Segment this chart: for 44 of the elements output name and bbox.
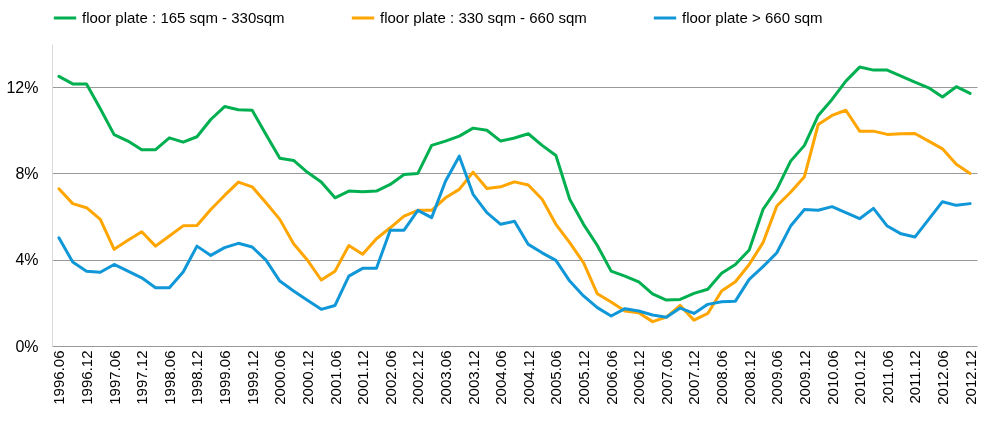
x-tick-label: 2012.12	[961, 350, 979, 405]
x-tick-label: 1998.12	[188, 350, 206, 405]
x-tick-label: 2000.06	[271, 350, 289, 405]
x-tick-label: 1998.06	[160, 350, 178, 405]
x-tick-label: 2002.06	[381, 350, 399, 405]
x-tick-label: 2009.06	[768, 350, 786, 405]
line-series	[57, 65, 972, 302]
x-tick-label: 2001.12	[354, 350, 372, 405]
x-tick-label: 2006.12	[630, 350, 648, 405]
x-tick-label: 2004.06	[492, 350, 510, 405]
x-tick-label: 2009.12	[795, 350, 813, 405]
y-tick-label: 12%	[6, 78, 39, 96]
x-tick-label: 2003.06	[436, 350, 454, 405]
x-tick-label: 2010.12	[851, 350, 869, 405]
x-tick-label: 2005.06	[547, 350, 565, 405]
x-tick-label: 2000.12	[298, 350, 316, 405]
x-tick-label: 2002.12	[409, 350, 427, 405]
y-tick-label: 0%	[15, 337, 39, 355]
x-tick-label: 1997.06	[105, 350, 123, 405]
x-tick-label: 1996.12	[78, 350, 96, 405]
x-tick-label: 2011.12	[906, 350, 924, 404]
x-tick-label: 2001.06	[326, 350, 344, 405]
line-series	[57, 108, 972, 324]
x-tick-label: 2012.06	[933, 350, 951, 405]
legend-label: floor plate : 165 sqm - 330sqm	[82, 9, 285, 26]
x-tick-label: 2008.06	[713, 350, 731, 405]
x-tick-label: 1999.06	[216, 350, 234, 405]
x-tick-label: 1997.12	[133, 350, 151, 405]
x-tick-label: 2006.06	[602, 350, 620, 405]
x-tick-label: 2005.12	[575, 350, 593, 405]
line-series	[57, 154, 972, 319]
x-tick-label: 2010.06	[823, 350, 841, 405]
y-tick-label: 4%	[15, 251, 39, 269]
legend-label: floor plate > 660 sqm	[682, 9, 823, 26]
y-tick-label: 8%	[15, 164, 39, 182]
x-tick-label: 2007.12	[685, 350, 703, 405]
x-tick-label: 2007.06	[657, 350, 675, 405]
x-tick-label: 1999.12	[243, 350, 261, 405]
x-tick-label: 2004.12	[519, 350, 537, 405]
x-tick-label: 2011.06	[878, 350, 896, 404]
x-tick-label: 1996.06	[50, 350, 68, 405]
x-tick-label: 2003.12	[464, 350, 482, 405]
legend-label: floor plate : 330 sqm - 660 sqm	[380, 9, 587, 26]
x-tick-label: 2008.12	[740, 350, 758, 405]
